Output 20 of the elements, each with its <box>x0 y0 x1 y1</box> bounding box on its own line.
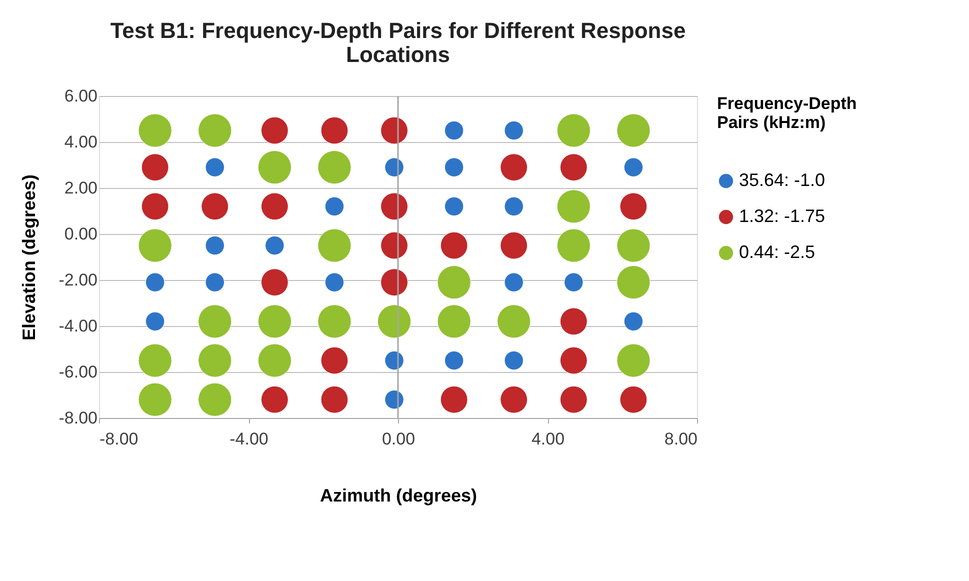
y-tick-label: 2.00 <box>64 178 98 198</box>
x-tick-label: 0.00 <box>382 430 416 448</box>
x-axis-title: Azimuth (degrees) <box>320 486 478 506</box>
y-tick-label: 4.00 <box>64 132 98 152</box>
y-tick-label: -8.00 <box>58 408 98 428</box>
y-tick-label: -2.00 <box>58 270 98 290</box>
y-tick-label: 6.00 <box>64 86 98 106</box>
legend-label: 35.64: -1.0 <box>739 170 826 190</box>
x-tick-label: 4.00 <box>531 430 565 448</box>
chart-title: Test B1: Frequency-Depth Pairs for Different Response Locations <box>110 18 686 67</box>
y-tick-label: -4.00 <box>58 316 98 336</box>
x-tick-label: -8.00 <box>100 430 138 448</box>
legend-title: Frequency-Depth Pairs (kHz:m) <box>717 94 857 132</box>
x-tick-label: -4.00 <box>230 430 268 448</box>
legend-label: 0.44: -2.5 <box>739 242 816 262</box>
y-tick-label: 0.00 <box>64 224 98 244</box>
legend-label: 1.32: -1.75 <box>739 206 826 226</box>
y-axis-title: Elevation (degrees) <box>18 174 39 341</box>
y-tick-label: -6.00 <box>58 362 98 382</box>
x-tick-label: 8.00 <box>664 430 698 448</box>
